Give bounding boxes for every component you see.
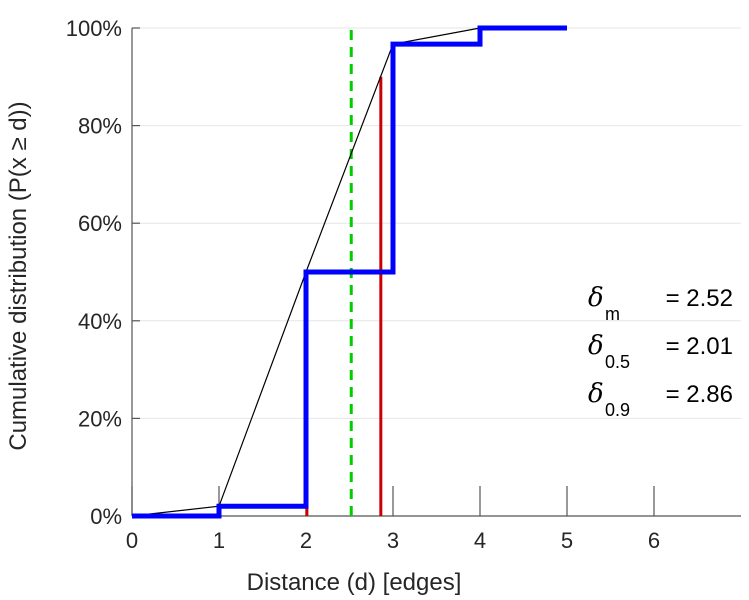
y-tick-label: 100% <box>66 16 122 41</box>
axes <box>131 27 741 517</box>
annotation-value: = 2.52 <box>666 285 733 312</box>
annotation-value: = 2.01 <box>666 333 733 360</box>
grid-lines <box>132 27 741 419</box>
y-tick-label: 20% <box>78 406 122 431</box>
x-tick-label: 0 <box>126 528 138 553</box>
x-tick-label: 2 <box>300 528 312 553</box>
annotation-subscript: 0.5 <box>605 352 630 372</box>
empirical-step-series <box>132 25 567 519</box>
annotation-value: = 2.86 <box>666 381 733 408</box>
y-axis-title: Cumulative distribution (P(x ≥ d)) <box>5 101 32 450</box>
tick-labels: 0% 20% 40% 60% 80% 100% 0 1 2 3 4 5 6 <box>66 16 660 553</box>
y-tick-label: 60% <box>78 211 122 236</box>
annotation-symbol: δ <box>588 379 604 409</box>
data-series <box>131 25 567 519</box>
y-tick-label: 80% <box>78 114 122 139</box>
x-tick-label: 1 <box>213 528 225 553</box>
x-tick-label: 4 <box>474 528 486 553</box>
annotation-subscript: m <box>605 304 620 324</box>
x-tick-label: 6 <box>648 528 660 553</box>
x-axis-title: Distance (d) [edges] <box>247 569 462 596</box>
annotation-symbol: δ <box>588 283 604 313</box>
x-tick-label: 5 <box>561 528 573 553</box>
y-tick-label: 40% <box>78 309 122 334</box>
annotation-symbol: δ <box>588 331 604 361</box>
x-tick-label: 3 <box>387 528 399 553</box>
annotation-subscript: 0.9 <box>605 400 630 420</box>
y-tick-label: 0% <box>90 504 122 529</box>
